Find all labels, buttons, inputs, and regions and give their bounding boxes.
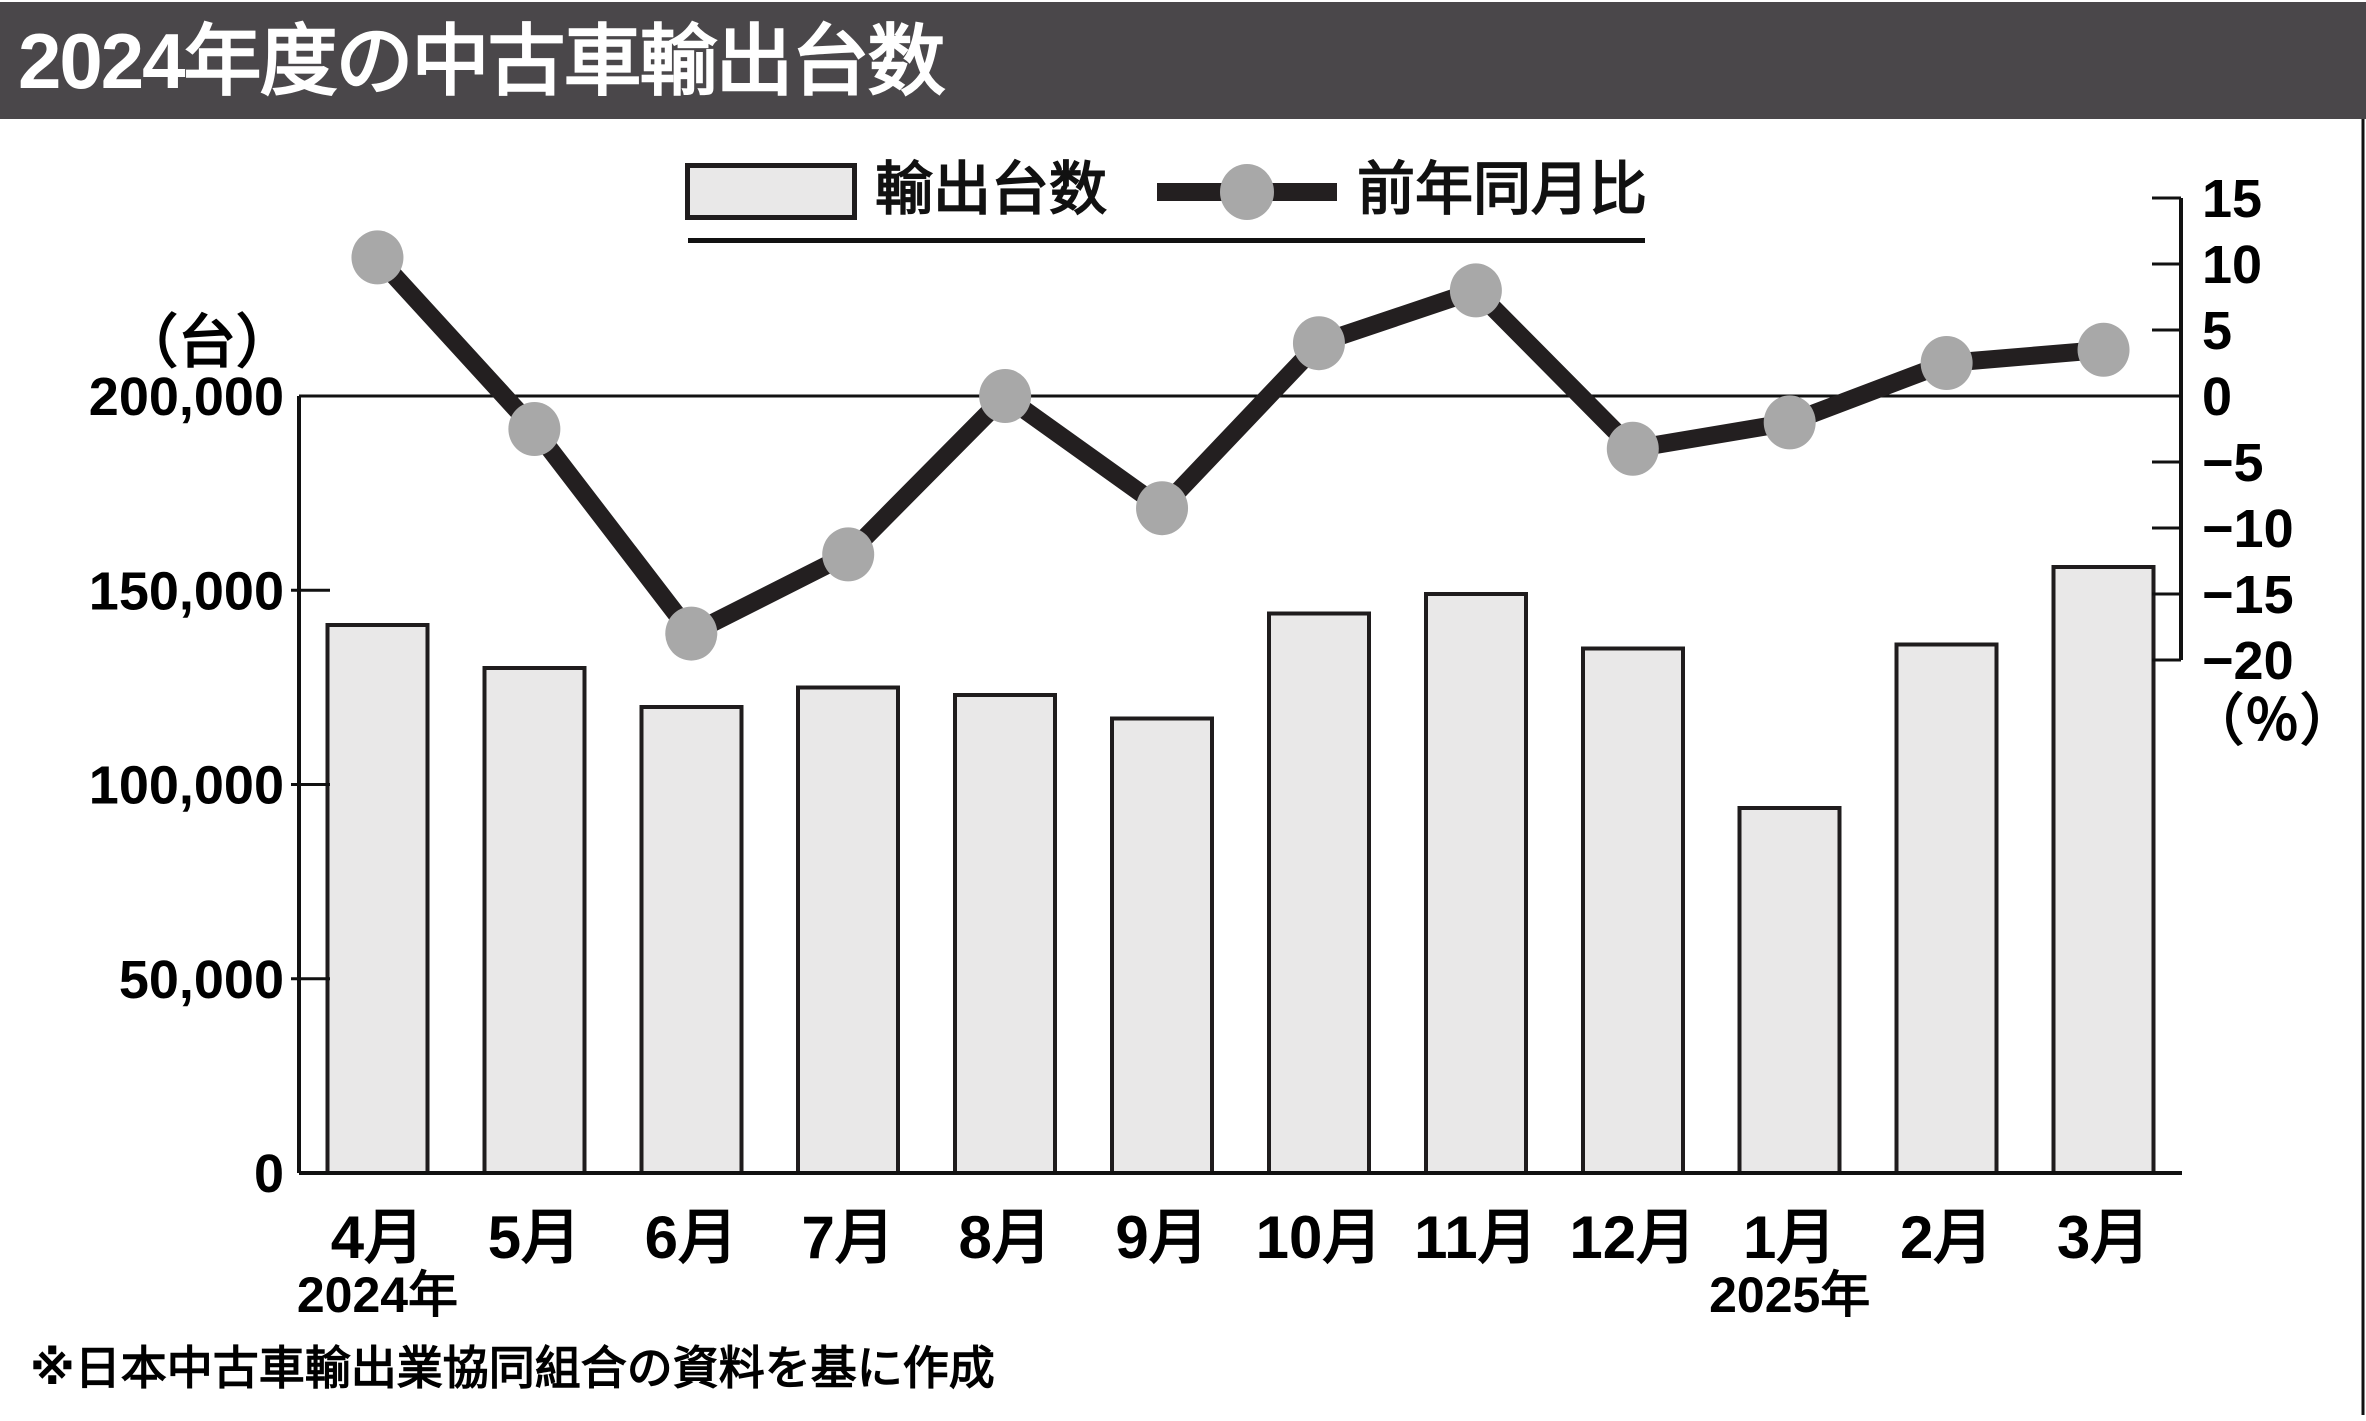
right-axis-unit-label: （％） (2188, 689, 2356, 752)
right-tick-label--20: −20 (2202, 631, 2294, 691)
yoy-dot-8月 (979, 369, 1032, 423)
yoy-dot-6月 (665, 606, 718, 661)
bar-4月 (325, 623, 430, 1175)
right-tick-label--10: −10 (2202, 499, 2294, 559)
x-label-4月: 4月 (331, 1204, 424, 1271)
title-bar: 2024年度の中古車輸出台数 (0, 2, 2366, 119)
x-label-11月: 11月 (1414, 1204, 1537, 1271)
page-title: 2024年度の中古車輸出台数 (18, 17, 946, 105)
bar-8月 (953, 693, 1058, 1176)
x-label-6月: 6月 (645, 1204, 738, 1271)
bar-10月 (1266, 611, 1371, 1175)
legend-line-swatch (1157, 164, 1337, 220)
legend-line-label: 前年同月比 (1357, 157, 1648, 222)
yoy-dot-4月 (351, 230, 404, 285)
left-tick-label-100000: 100,000 (89, 756, 284, 816)
bar-2月 (1894, 642, 1999, 1175)
legend: 輸出台数 前年同月比 (685, 157, 1685, 250)
x-label-2月: 2月 (1900, 1204, 1993, 1271)
bar-3月 (2051, 564, 2156, 1175)
yoy-dot-9月 (1136, 481, 1189, 536)
right-tick-label-0: 0 (2202, 367, 2232, 427)
bar-9月 (1110, 716, 1215, 1176)
legend-underline (688, 238, 1645, 243)
footnote: ※日本中古車輸出業協同組合の資料を基に作成 (30, 1342, 995, 1394)
bar-5月 (482, 665, 587, 1175)
yoy-line (370, 251, 2105, 643)
x-label-9月: 9月 (1115, 1204, 1208, 1271)
right-tick-label-5: 5 (2202, 301, 2232, 361)
right-tick-label-10: 10 (2202, 235, 2262, 295)
year-label-2025年: 2025年 (1709, 1267, 1870, 1323)
legend-line-dot-icon (1220, 164, 1274, 220)
right-tick-label-15: 15 (2202, 169, 2262, 229)
x-label-5月: 5月 (488, 1204, 581, 1271)
legend-bar-label: 輸出台数 (875, 157, 1108, 222)
left-axis-unit-label: （台） (120, 310, 294, 375)
yoy-dot-1月 (1763, 395, 1816, 450)
bar-7月 (796, 685, 901, 1175)
yoy-dot-12月 (1606, 421, 1659, 476)
bar-1月 (1737, 805, 1842, 1175)
bar-11月 (1423, 592, 1528, 1175)
yoy-dot-5月 (508, 402, 561, 456)
year-label-2024年: 2024年 (297, 1267, 458, 1323)
yoy-dot-7月 (822, 527, 875, 582)
left-tick-label-200000: 200,000 (89, 367, 284, 427)
x-label-1月: 1月 (1743, 1204, 1836, 1271)
left-tick-label-150000: 150,000 (89, 561, 284, 621)
left-tick-label-0: 0 (254, 1144, 284, 1204)
yoy-dot-11月 (1449, 263, 1502, 318)
bar-12月 (1580, 646, 1685, 1175)
yoy-dot-10月 (1292, 316, 1345, 371)
x-label-8月: 8月 (958, 1204, 1051, 1271)
right-tick-label--15: −15 (2202, 565, 2294, 625)
x-label-3月: 3月 (2057, 1204, 2150, 1271)
yoy-dot-2月 (1920, 336, 1973, 390)
bar-6月 (639, 704, 744, 1175)
x-label-12月: 12月 (1569, 1204, 1696, 1271)
legend-bar-swatch (685, 163, 857, 220)
left-tick-label-50000: 50,000 (119, 950, 284, 1010)
yoy-dot-3月 (2077, 322, 2130, 377)
right-tick-label--5: −5 (2202, 433, 2264, 493)
x-label-10月: 10月 (1256, 1204, 1383, 1271)
x-label-7月: 7月 (802, 1204, 895, 1271)
